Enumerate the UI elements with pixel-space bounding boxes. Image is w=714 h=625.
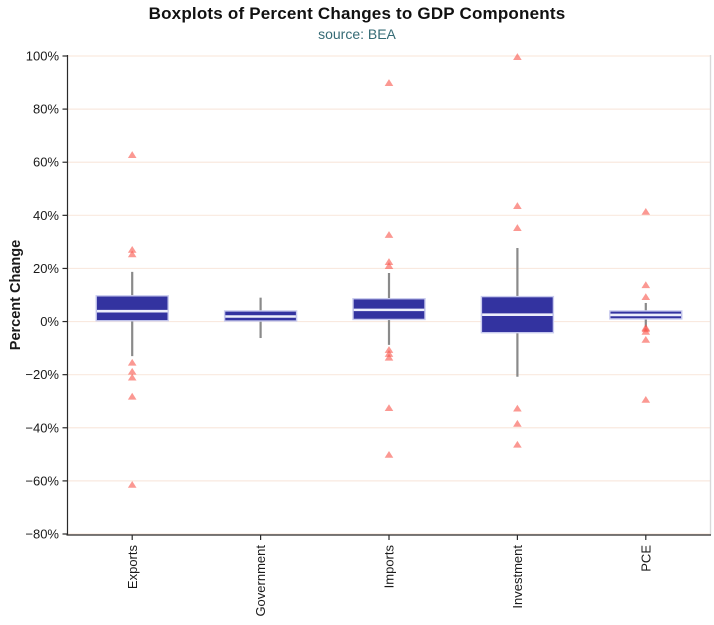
- outlier-marker-imports: [384, 79, 394, 86]
- outlier-marker-imports: [384, 231, 394, 238]
- x-axis-tick-label-government: Government: [253, 545, 268, 617]
- outlier-marker-imports: [384, 262, 394, 269]
- y-axis-tick-label: 60%: [33, 155, 59, 170]
- outlier-marker-imports: [384, 350, 394, 357]
- outlier-marker-exports: [127, 245, 137, 253]
- outlier-marker-exports: [127, 373, 137, 381]
- outlier-marker-investment: [513, 202, 522, 209]
- outlier-marker-imports: [384, 353, 394, 361]
- x-axis-tick-label-imports: Imports: [382, 545, 397, 589]
- outlier-marker-imports: [384, 258, 394, 265]
- outlier-marker-exports: [127, 151, 137, 158]
- outlier-marker-exports: [127, 358, 137, 366]
- outlier-marker-pce: [641, 207, 651, 215]
- box-exports: [95, 295, 169, 322]
- outlier-marker-pce: [641, 328, 651, 335]
- outlier-marker-investment: [513, 224, 522, 231]
- y-axis-tick-label: 80%: [33, 102, 59, 117]
- outlier-marker-pce: [641, 293, 651, 301]
- outlier-marker-investment: [513, 440, 522, 448]
- chart-subtitle: source: BEA: [318, 26, 396, 42]
- y-axis-tick-label: 100%: [26, 49, 60, 64]
- outlier-marker-investment: [513, 419, 522, 427]
- outlier-marker-pce: [641, 281, 651, 289]
- outlier-marker-imports: [384, 450, 394, 458]
- x-axis-tick-label-investment: Investment: [510, 545, 525, 609]
- outlier-marker-imports: [384, 346, 394, 353]
- y-axis-tick-label: 0%: [40, 314, 59, 329]
- y-axis-title: Percent Change: [8, 240, 24, 350]
- outlier-marker-imports: [384, 404, 394, 412]
- y-axis-tick-label: −80%: [25, 527, 59, 542]
- y-axis-tick-label: −20%: [25, 367, 59, 382]
- outlier-marker-pce: [641, 395, 651, 403]
- outlier-marker-exports: [127, 392, 137, 400]
- outlier-marker-investment: [513, 53, 522, 60]
- y-axis-tick-label: −40%: [25, 420, 59, 435]
- x-axis-tick-label-exports: Exports: [125, 545, 140, 590]
- chart-title: Boxplots of Percent Changes to GDP Compo…: [148, 4, 566, 23]
- outlier-marker-exports: [127, 367, 137, 375]
- outlier-marker-exports: [127, 480, 137, 488]
- y-axis-tick-label: 40%: [33, 208, 59, 223]
- outlier-marker-investment: [513, 404, 522, 412]
- outlier-marker-pce: [641, 335, 651, 343]
- y-axis-tick-label: −60%: [25, 473, 59, 488]
- x-axis-tick-label-pce: PCE: [638, 545, 653, 572]
- y-axis-tick-label: 20%: [33, 261, 59, 276]
- outlier-marker-exports: [127, 250, 137, 258]
